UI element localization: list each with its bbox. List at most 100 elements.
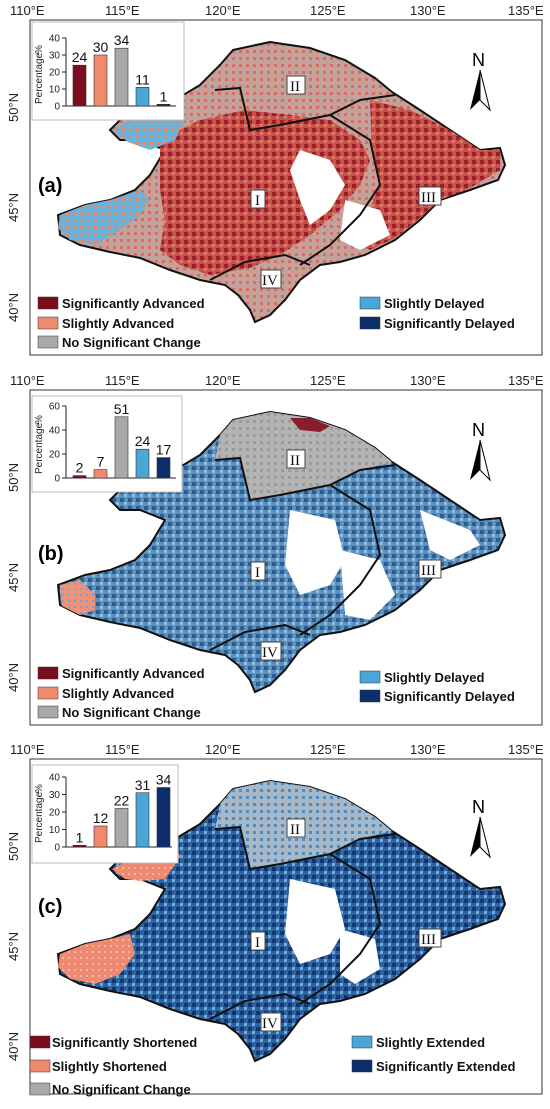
svg-text:N: N (472, 50, 485, 70)
svg-text:115°E: 115°E (105, 742, 140, 757)
svg-text:50°N: 50°N (6, 832, 21, 861)
svg-text:Slightly Delayed: Slightly Delayed (384, 296, 484, 311)
region-boundary (209, 253, 311, 281)
inset-bar-value-label: 34 (114, 32, 130, 48)
inset-bar (135, 792, 150, 848)
region-label-ii: II (286, 818, 306, 838)
svg-text:II: II (290, 822, 300, 838)
region-label-i: I (250, 561, 266, 581)
svg-text:III: III (421, 932, 436, 948)
svg-text:No Significant Change: No Significant Change (62, 335, 201, 350)
lon-tick: 110°E (10, 3, 45, 18)
inset-bar (72, 64, 87, 107)
svg-text:I: I (255, 935, 260, 951)
region-boundary (214, 456, 396, 502)
inset-bar-value-label: 7 (97, 454, 105, 470)
svg-text:45°N: 45°N (6, 932, 21, 961)
inset-bar (135, 448, 150, 479)
svg-text:Slightly Delayed: Slightly Delayed (384, 670, 484, 685)
region-label-iii: III (418, 928, 442, 948)
svg-text:IV: IV (262, 1016, 278, 1032)
svg-text:N: N (472, 797, 485, 817)
legend-swatch (359, 316, 381, 330)
white-gap (340, 200, 390, 250)
inset-y-tick-label: 40 (49, 426, 61, 437)
inset-bar-chart: Percentage % 0 20 40 60 2 7 51 24 17 (31, 395, 183, 493)
svg-text:115°E: 115°E (105, 373, 140, 388)
lon-tick-labels: 110°E 115°E 120°E 125°E 130°E 135°E (10, 742, 544, 757)
svg-text:Percentage: Percentage (34, 791, 45, 843)
region-label-iv: IV (260, 641, 282, 661)
legend: Significantly Shortened Slightly Shorten… (29, 1035, 515, 1097)
lat-tick: 40°N (6, 293, 21, 322)
west-blue-area (58, 190, 150, 245)
inset-y-tick-label: 30 (49, 51, 61, 62)
map-panel-c: 110°E 115°E 120°E 125°E 130°E 135°E 50°N… (0, 739, 550, 1109)
dark-red-patch (290, 418, 330, 432)
map-panel-b-svg: 110°E 115°E 120°E 125°E 130°E 135°E 50°N… (6, 373, 544, 726)
svg-text:130°E: 130°E (410, 742, 446, 757)
svg-text:%: % (34, 784, 45, 793)
map-frame (29, 19, 543, 356)
region-zone-iii (355, 100, 500, 250)
inset-bar (72, 475, 87, 479)
lon-tick-labels: 110°E 115°E 120°E 125°E 130°E 135°E (10, 3, 544, 18)
svg-text:Significantly Shortened: Significantly Shortened (52, 1035, 197, 1050)
svg-text:120°E: 120°E (205, 742, 241, 757)
legend-swatch (29, 1059, 51, 1073)
west-red-area (60, 580, 95, 615)
svg-text:III: III (421, 190, 436, 206)
white-gap (420, 510, 480, 560)
legend-swatch (359, 296, 381, 310)
inset-y-tick-label: 30 (49, 790, 61, 801)
lon-tick: 120°E (205, 3, 241, 18)
region-label-i: I (250, 931, 266, 951)
legend-swatch (359, 670, 381, 684)
legend-swatch (37, 335, 59, 349)
legend-swatch (351, 1035, 373, 1049)
white-gap (340, 929, 380, 984)
inset-bar (114, 808, 129, 848)
inset-bar (156, 457, 171, 479)
svg-text:III: III (421, 563, 436, 579)
inset-bar (156, 787, 171, 848)
inset-y-tick-label: 20 (49, 450, 61, 461)
inset-y-tick-label: 10 (49, 85, 61, 96)
inset-y-tick-label: 60 (49, 402, 61, 413)
inset-bar (93, 825, 108, 848)
lon-tick: 125°E (310, 3, 346, 18)
white-gap (290, 150, 345, 225)
svg-text:135°E: 135°E (508, 742, 544, 757)
legend-swatch (37, 296, 59, 310)
inset-y-tick-label: 0 (54, 474, 60, 485)
inset-bar (156, 104, 171, 107)
svg-text:Significantly Delayed: Significantly Delayed (384, 689, 515, 704)
svg-text:Percentage: Percentage (34, 422, 45, 474)
north-arrow: N (470, 420, 491, 482)
lon-tick: 130°E (410, 3, 446, 18)
svg-text:N: N (472, 420, 485, 440)
west-red-area (58, 934, 135, 984)
svg-text:Slightly Advanced: Slightly Advanced (62, 316, 174, 331)
inset-y-tick-label: 20 (49, 68, 61, 79)
white-gap (285, 510, 345, 595)
north-arrow: N (470, 797, 491, 859)
region-label-ii: II (286, 75, 306, 95)
svg-text:120°E: 120°E (205, 373, 241, 388)
panel-letter: (a) (38, 175, 62, 197)
region-label-iii: III (418, 186, 442, 206)
svg-text:50°N: 50°N (6, 463, 21, 492)
map-frame (29, 758, 543, 1095)
region-boundary (214, 825, 396, 871)
svg-text:125°E: 125°E (310, 742, 346, 757)
panel-letter: (b) (38, 543, 64, 565)
legend-swatch (37, 316, 59, 330)
legend-swatch (37, 686, 59, 700)
svg-text:Slightly Shortened: Slightly Shortened (52, 1059, 167, 1074)
svg-text:%: % (34, 45, 45, 54)
inset-y-tick-label: 40 (49, 34, 61, 45)
inset-bar-value-label: 11 (135, 71, 150, 87)
inset-bar-value-label: 30 (93, 39, 109, 55)
lon-tick: 135°E (508, 3, 544, 18)
